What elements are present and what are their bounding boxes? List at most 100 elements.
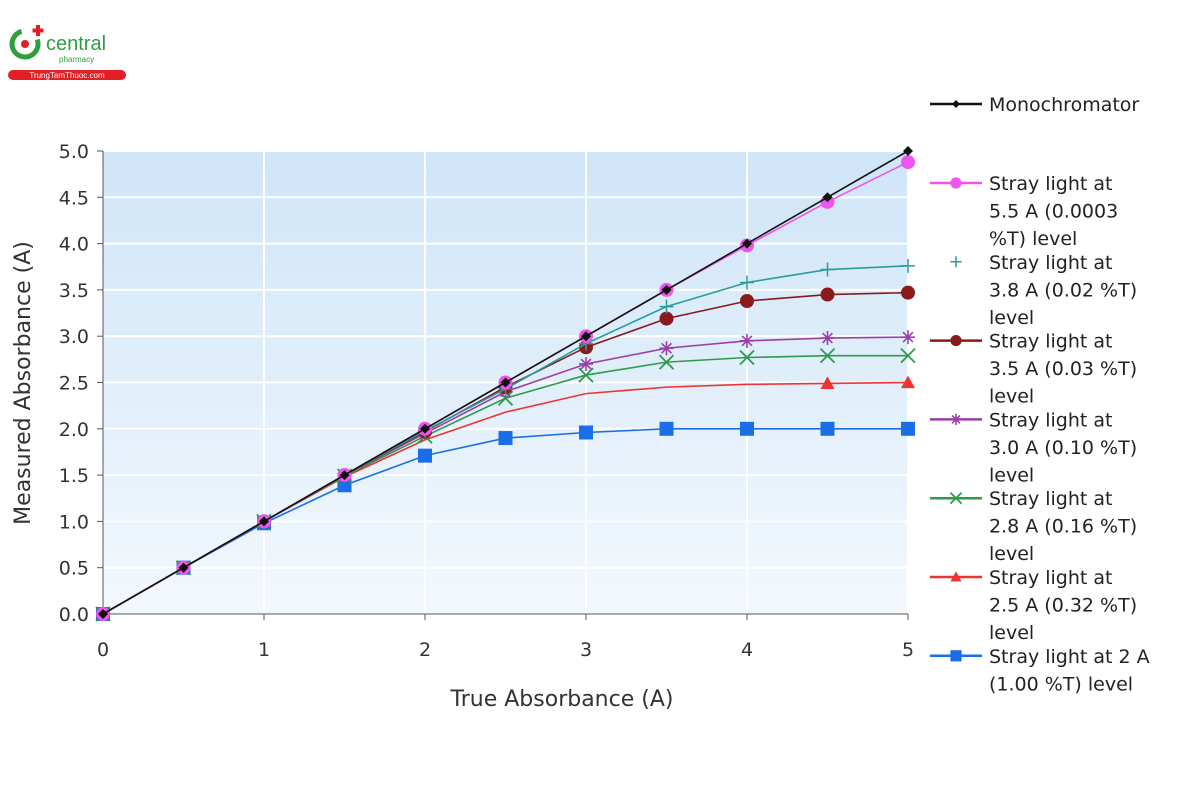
data-point — [949, 491, 963, 505]
data-point — [820, 262, 835, 277]
data-point — [578, 367, 594, 383]
legend-label: 3.8 A (0.02 %T) — [989, 279, 1137, 301]
legend-label: Stray light at 2 A — [989, 646, 1150, 668]
data-point — [579, 356, 593, 371]
y-tick-label: 1.5 — [59, 465, 89, 487]
svg-text:pharmacy: pharmacy — [59, 55, 94, 64]
legend-label: %T) level — [989, 228, 1077, 250]
legend-label: 5.5 A (0.0003 — [989, 201, 1118, 223]
data-point — [659, 421, 674, 436]
legend-label: Stray light at — [989, 488, 1113, 510]
data-point — [740, 294, 754, 309]
y-axis-label: Measured Absorbance (A) — [11, 241, 36, 525]
data-point — [740, 275, 754, 290]
x-tick-label: 4 — [741, 639, 753, 661]
x-tick-label: 5 — [902, 639, 914, 661]
legend-label: Stray light at — [989, 409, 1113, 431]
y-tick-label: 2.0 — [59, 419, 89, 441]
x-axis-label: True Absorbance (A) — [450, 687, 674, 712]
data-point — [950, 256, 962, 268]
legend-label: Stray light at — [989, 252, 1113, 274]
legend-item: Stray light at 2 A (1.00 %T) level — [930, 646, 1150, 695]
data-point — [900, 348, 916, 364]
data-point — [337, 478, 352, 493]
data-point — [901, 375, 915, 389]
data-point — [952, 100, 960, 108]
x-tick-label: 0 — [97, 639, 109, 661]
data-point — [950, 571, 962, 582]
y-tick-label: 0.5 — [59, 558, 89, 580]
data-point — [820, 331, 835, 346]
y-tick-label: 0.0 — [59, 604, 89, 626]
data-point — [98, 609, 108, 619]
legend-label: Stray light at — [989, 331, 1113, 353]
svg-text:TrungTamThuoc.com: TrungTamThuoc.com — [29, 71, 105, 80]
legend-label: level — [989, 386, 1034, 408]
svg-text:central: central — [46, 33, 106, 55]
y-tick-label: 5.0 — [59, 141, 89, 163]
legend-label: level — [989, 622, 1034, 644]
data-point — [500, 377, 511, 388]
legend-label: level — [989, 543, 1034, 565]
data-point — [420, 423, 430, 434]
data-point — [950, 413, 962, 425]
x-tick-label: 1 — [258, 639, 270, 661]
legend-label: Monochromator — [989, 94, 1139, 116]
data-point — [498, 431, 513, 446]
legend-item: Monochromator — [930, 94, 1139, 116]
data-point — [739, 349, 755, 366]
x-tick-label: 3 — [580, 639, 592, 661]
data-point — [178, 562, 189, 573]
legend-item: Stray light at 3.5 A (0.03 %T) level — [930, 331, 1137, 408]
data-point — [901, 285, 915, 300]
legend-item: Stray light at 2.5 A (0.32 %T) level — [930, 567, 1137, 644]
y-tick-label: 4.5 — [59, 187, 89, 209]
data-point — [581, 331, 591, 342]
data-point — [418, 448, 432, 463]
legend-label: Stray light at — [989, 173, 1113, 195]
data-point — [339, 470, 350, 481]
data-point — [740, 421, 754, 436]
legend-item: Stray light at 2.8 A (0.16 %T) level — [930, 488, 1137, 565]
data-point — [901, 330, 915, 345]
data-point — [820, 287, 835, 302]
y-tick-label: 2.5 — [59, 373, 89, 395]
y-tick-label: 4.0 — [59, 234, 89, 256]
data-point — [819, 348, 836, 364]
data-point — [901, 155, 915, 170]
data-point — [950, 335, 962, 347]
y-tick-label: 3.0 — [59, 326, 89, 348]
data-point — [740, 333, 754, 348]
data-point — [661, 284, 672, 295]
central-pharmacy-logo: central pharmacy TrungTamThuoc.com — [8, 25, 126, 80]
series-diamond — [98, 146, 913, 619]
legend-label: 2.5 A (0.32 %T) — [989, 595, 1137, 617]
legend-item: Stray light at 5.5 A (0.0003 %T) level — [930, 173, 1118, 250]
legend-label: level — [989, 464, 1034, 486]
legend-label: Stray light at — [989, 567, 1113, 589]
legend-label: level — [989, 307, 1034, 329]
x-tick-label: 2 — [419, 639, 431, 661]
data-point — [259, 516, 269, 527]
legend-label: 3.5 A (0.03 %T) — [989, 358, 1137, 380]
data-point — [659, 311, 674, 326]
data-point — [658, 354, 675, 370]
legend-item: Stray light at 3.0 A (0.10 %T) level — [930, 409, 1137, 486]
data-point — [901, 258, 915, 273]
data-point — [903, 146, 913, 156]
legend-item: Stray light at 3.8 A (0.02 %T) level — [950, 252, 1137, 329]
data-point — [901, 421, 915, 436]
y-tick-label: 1.0 — [59, 511, 89, 533]
data-point — [950, 650, 962, 662]
data-point — [579, 425, 593, 440]
data-point — [820, 421, 835, 436]
data-point — [742, 238, 752, 249]
legend-label: 3.0 A (0.10 %T) — [989, 437, 1137, 459]
data-point — [950, 177, 962, 189]
data-point — [659, 341, 674, 356]
data-point — [820, 376, 835, 390]
y-tick-label: 3.5 — [59, 280, 89, 302]
legend-label: (1.00 %T) level — [989, 673, 1133, 695]
legend-label: 2.8 A (0.16 %T) — [989, 516, 1137, 538]
